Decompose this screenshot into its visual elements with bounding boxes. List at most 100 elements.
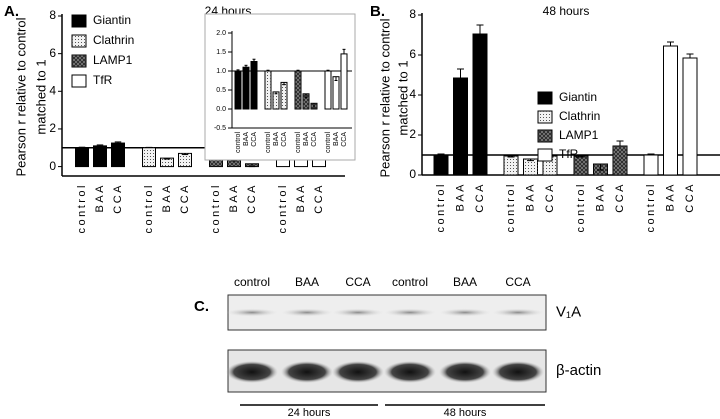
x-tick-label: control xyxy=(505,182,517,233)
bar-pattern xyxy=(613,146,627,175)
legend-swatch xyxy=(71,14,87,28)
blot-band xyxy=(492,308,544,317)
bar xyxy=(234,70,242,110)
x-tick-label: BAA xyxy=(664,182,676,212)
legend-label: LAMP1 xyxy=(93,53,133,67)
x-tick-label: control xyxy=(645,182,657,233)
y-axis-label: matched to 1 xyxy=(33,59,48,134)
blot-band xyxy=(281,361,333,383)
y-tick-label: 1.0 xyxy=(216,68,226,75)
panel-label: C. xyxy=(194,298,209,315)
y-tick-label: 0.5 xyxy=(216,87,226,94)
x-tick-label: CCA xyxy=(544,182,556,213)
y-tick-label: 2 xyxy=(49,121,56,135)
y-tick-label: 6 xyxy=(49,46,56,60)
legend-label: Clathrin xyxy=(93,33,134,47)
bar xyxy=(472,33,488,176)
y-tick-label: 8 xyxy=(49,8,56,22)
x-tick-label: BAA xyxy=(243,132,250,146)
legend-swatch xyxy=(537,148,553,162)
group-label: 24 hours xyxy=(288,407,331,419)
bar-pattern xyxy=(281,82,287,109)
bar xyxy=(332,76,340,110)
x-tick-label: CCA xyxy=(684,182,696,213)
x-tick-label: control xyxy=(325,132,332,153)
blot-band xyxy=(439,308,491,317)
chart-title: 48 hours xyxy=(543,4,590,18)
legend-swatch-pattern xyxy=(72,35,86,47)
y-tick-label: 4 xyxy=(409,87,416,101)
x-tick-label: BAA xyxy=(303,132,310,146)
bar xyxy=(433,154,449,176)
x-tick-label: CCA xyxy=(311,132,318,147)
y-tick-label: 2.0 xyxy=(216,30,226,37)
blot-band xyxy=(226,308,278,317)
row-label: V₁A xyxy=(556,303,581,320)
bar xyxy=(453,77,468,176)
blot-band xyxy=(384,361,436,383)
legend-label: Clathrin xyxy=(559,109,600,123)
x-tick-label: BAA xyxy=(161,183,173,213)
bar-pattern xyxy=(273,91,279,109)
x-tick-label: CCA xyxy=(341,132,348,147)
legend-label: LAMP1 xyxy=(559,128,599,142)
x-tick-label: BAA xyxy=(295,183,307,213)
y-axis-label: Pearson r relative to control xyxy=(377,18,392,177)
bar-pattern xyxy=(295,71,301,109)
y-tick-label: 0.0 xyxy=(216,106,226,113)
bar xyxy=(250,61,258,110)
blot-band xyxy=(226,361,278,383)
y-tick-label: 8 xyxy=(409,7,416,21)
x-tick-label: control xyxy=(265,132,272,153)
legend-label: Giantin xyxy=(93,13,131,27)
y-tick-label: 4 xyxy=(49,83,56,97)
blot-band xyxy=(332,308,384,317)
x-tick-label: CCA xyxy=(614,182,626,213)
lane-label: BAA xyxy=(453,275,477,289)
x-tick-label: CCA xyxy=(112,183,124,214)
x-tick-label: CCA xyxy=(251,132,258,147)
bar xyxy=(93,145,107,168)
x-tick-label: control xyxy=(210,183,222,234)
x-tick-label: control xyxy=(277,183,289,234)
bar-pattern xyxy=(265,71,271,109)
x-tick-label: BAA xyxy=(228,183,240,213)
blot-band xyxy=(281,308,333,317)
x-tick-label: control xyxy=(235,132,242,153)
legend-label: TfR xyxy=(93,73,113,87)
bar xyxy=(682,57,698,176)
bar-pattern xyxy=(227,159,241,167)
blot-band xyxy=(332,361,384,383)
legend-swatch-pattern xyxy=(538,111,552,123)
y-axis-label: matched to 1 xyxy=(395,60,410,135)
x-tick-label: BAA xyxy=(273,132,280,146)
legend-swatch xyxy=(537,91,553,105)
blot-band xyxy=(384,308,436,317)
legend-label: TfR xyxy=(559,147,579,161)
x-tick-label: control xyxy=(435,182,447,233)
x-tick-label: BAA xyxy=(524,182,536,212)
bar xyxy=(663,45,678,176)
bar xyxy=(75,147,89,168)
x-tick-label: CCA xyxy=(281,132,288,147)
legend-swatch-pattern xyxy=(538,130,552,142)
x-tick-label: CCA xyxy=(474,182,486,213)
x-tick-label: BAA xyxy=(454,182,466,212)
y-tick-label: 0 xyxy=(49,159,56,173)
lane-label: CCA xyxy=(505,275,530,289)
lane-label: control xyxy=(234,275,270,289)
x-tick-label: CCA xyxy=(246,183,258,214)
bar xyxy=(643,154,659,176)
bar-pattern xyxy=(178,153,192,167)
bar xyxy=(242,66,250,110)
bar-pattern xyxy=(523,159,538,175)
panel-label: B. xyxy=(370,3,385,20)
x-tick-label: BAA xyxy=(94,183,106,213)
y-tick-label: 6 xyxy=(409,47,416,61)
bar-pattern xyxy=(303,93,309,109)
bar-pattern xyxy=(574,156,588,175)
x-tick-label: BAA xyxy=(333,132,340,146)
blot-band xyxy=(492,361,544,383)
lane-label: BAA xyxy=(295,275,319,289)
lane-label: control xyxy=(392,275,428,289)
